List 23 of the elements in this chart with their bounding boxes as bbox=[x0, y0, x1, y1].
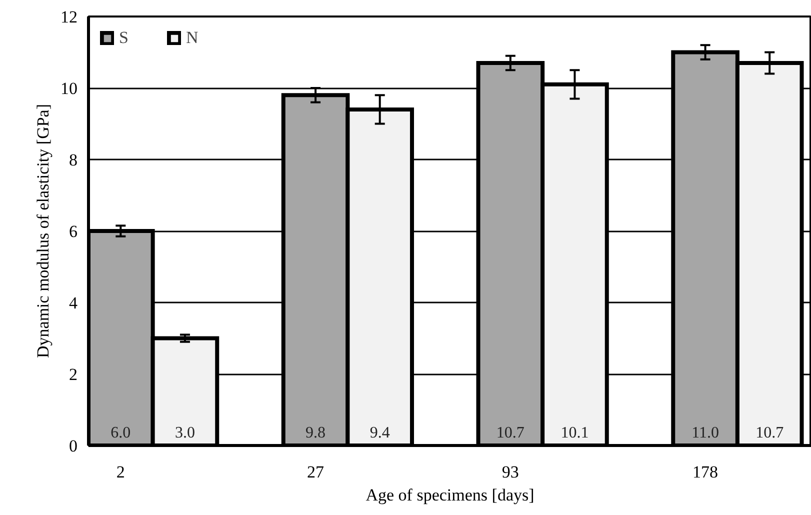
data-label: 3.0 bbox=[174, 424, 195, 442]
legend-label: N bbox=[186, 28, 200, 48]
y-tick-label: 10 bbox=[60, 79, 78, 98]
x-tick-label: 27 bbox=[307, 462, 325, 482]
data-label: 6.0 bbox=[110, 424, 131, 442]
y-tick-label: 4 bbox=[69, 294, 78, 312]
legend-label: S bbox=[119, 28, 130, 48]
x-tick-label: 178 bbox=[692, 462, 718, 482]
y-tick-label: 0 bbox=[69, 436, 78, 456]
y-tick-label: 12 bbox=[60, 8, 78, 26]
x-tick-label: 93 bbox=[502, 462, 519, 482]
data-label: 9.4 bbox=[370, 424, 390, 442]
data-label: 10.7 bbox=[496, 424, 524, 442]
data-label: 10.1 bbox=[560, 424, 589, 442]
data-label: 11.0 bbox=[692, 424, 719, 442]
data-label: 10.7 bbox=[756, 424, 784, 442]
y-tick-label: 2 bbox=[69, 365, 78, 384]
x-tick-label: 2 bbox=[116, 462, 125, 482]
y-axis-title: Dynamic modulus of elasticity [GPa] bbox=[34, 104, 52, 358]
x-axis-title: Age of specimens [days] bbox=[366, 486, 534, 504]
y-tick-label: 6 bbox=[69, 222, 78, 241]
data-label: 9.8 bbox=[306, 424, 326, 442]
y-tick-label: 8 bbox=[69, 150, 78, 170]
